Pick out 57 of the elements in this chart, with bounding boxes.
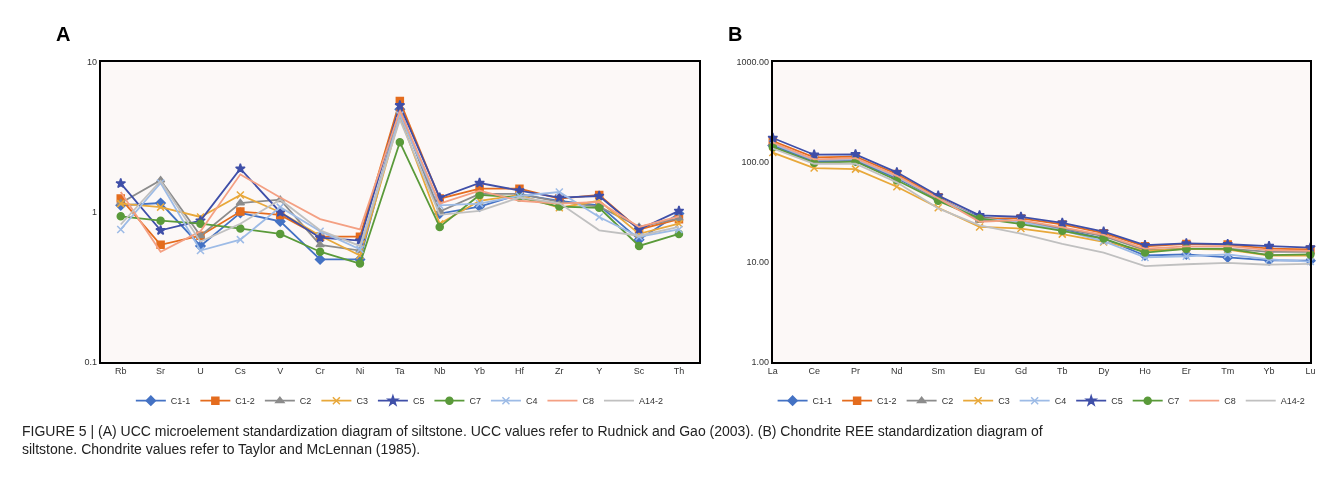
caption: FIGURE 5 | (A) UCC microelement standardization diagram of siltstone. UCC values refer to Rudnick and Gao (2003). (B) Chondrite REE standardization diagram of siltstone. Chondrite values refer to Taylor and McLennan (1985).: [22, 423, 1043, 458]
y-tick-label: 0.1: [84, 356, 97, 367]
x-tick-label: Tb: [1057, 366, 1068, 377]
x-tick-label: Eu: [974, 366, 986, 377]
legend-label: C5: [1111, 396, 1123, 407]
x-tick-label: Rb: [114, 366, 127, 377]
legend-label: A14-2: [1280, 396, 1305, 407]
x-tick-label: La: [767, 366, 778, 377]
x-tick-label: Zr: [555, 366, 564, 377]
chart-title: A: [56, 23, 71, 45]
y-tick-label: 1.00: [751, 356, 769, 367]
legend-label: C7: [1167, 396, 1180, 407]
x-tick-label: V: [277, 366, 284, 377]
legend-label: C1-2: [877, 396, 897, 407]
x-tick-label: Ce: [808, 366, 820, 377]
legend-label: C4: [525, 396, 538, 407]
x-tick-label: U: [197, 366, 204, 377]
x-tick-label: Cs: [234, 366, 247, 377]
legend-label: C4: [1054, 396, 1067, 407]
legend-label: C2: [299, 396, 312, 407]
legend-label: C3: [356, 396, 368, 407]
y-tick-label: 100.00: [741, 156, 769, 167]
legend-label: C2: [941, 396, 954, 407]
x-tick-label: Ni: [355, 366, 365, 377]
legend-label: C1-1: [812, 396, 833, 407]
legend-label: C8: [1224, 396, 1236, 407]
x-tick-label: Lu: [1305, 366, 1316, 377]
chart-title: B: [728, 23, 743, 45]
x-tick-label: Yb: [474, 366, 486, 377]
y-tick-label: 1000.00: [736, 56, 769, 67]
x-tick-label: Sm: [931, 366, 945, 377]
x-tick-label: Cr: [315, 366, 325, 377]
y-tick-label: 1: [91, 206, 97, 217]
legend-label: C3: [998, 396, 1010, 407]
x-tick-label: Hf: [514, 366, 525, 377]
x-tick-label: Ho: [1139, 366, 1151, 377]
x-tick-label: Th: [673, 366, 685, 377]
legend-label: C1-1: [170, 396, 191, 407]
x-tick-label: Ta: [395, 366, 405, 377]
legend-label: C1-2: [235, 396, 255, 407]
legend-label: A14-2: [638, 396, 663, 407]
x-tick-label: Tm: [1221, 366, 1235, 377]
x-tick-label: Y: [596, 366, 603, 377]
x-tick-label: Gd: [1014, 366, 1027, 377]
x-tick-label: Yb: [1263, 366, 1275, 377]
y-tick-label: 10.00: [746, 256, 769, 267]
y-tick-label: 10: [86, 56, 97, 67]
legend-label: C5: [412, 396, 425, 407]
legend-label: C8: [582, 396, 594, 407]
x-tick-label: Nd: [891, 366, 903, 377]
x-tick-label: Sc: [633, 366, 645, 377]
x-tick-label: Sr: [156, 366, 166, 377]
x-tick-label: Dy: [1098, 366, 1110, 377]
x-tick-label: Pr: [851, 366, 861, 377]
x-tick-label: Nb: [433, 366, 446, 377]
legend-label: C7: [469, 396, 481, 407]
x-tick-label: Er: [1181, 366, 1191, 377]
